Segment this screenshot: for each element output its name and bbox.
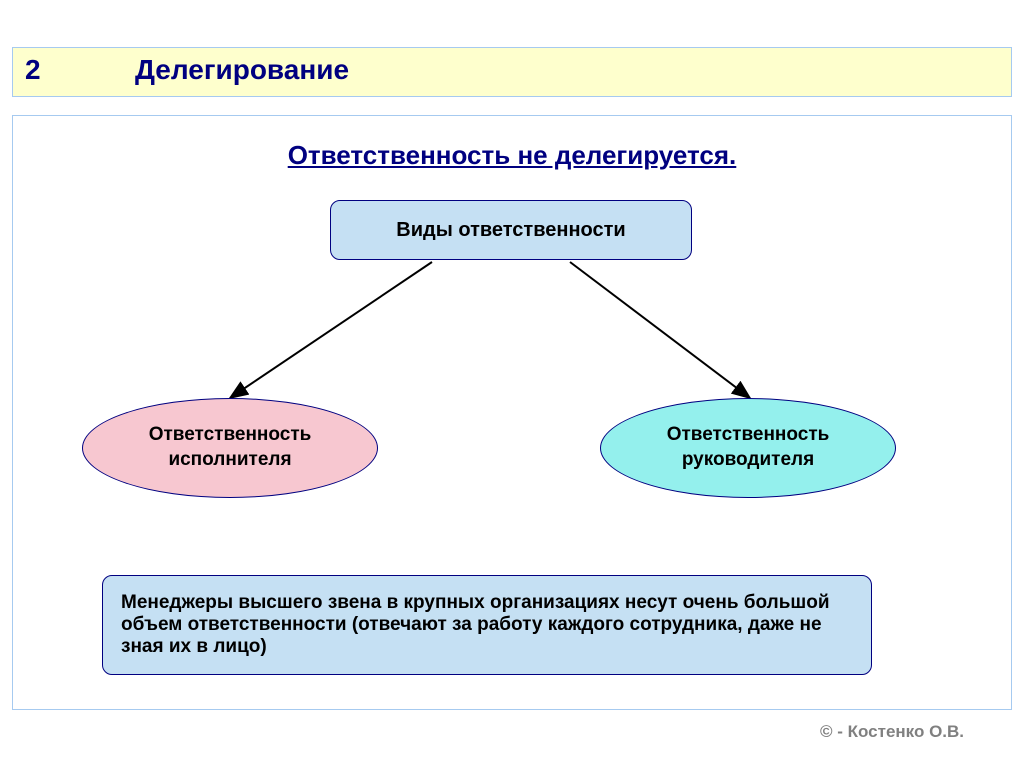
node-right-label: Ответственностьруководителя [667, 423, 830, 472]
node-right: Ответственностьруководителя [600, 398, 896, 498]
node-root-label: Виды ответственности [396, 219, 625, 242]
node-left: Ответственностьисполнителя [82, 398, 378, 498]
note-text: Менеджеры высшего звена в крупных органи… [103, 584, 871, 666]
note-box: Менеджеры высшего звена в крупных органи… [102, 575, 872, 675]
node-left-label: Ответственностьисполнителя [149, 423, 312, 472]
footer-copyright: © - Костенко О.В. [820, 722, 964, 742]
node-root: Виды ответственности [330, 200, 692, 260]
